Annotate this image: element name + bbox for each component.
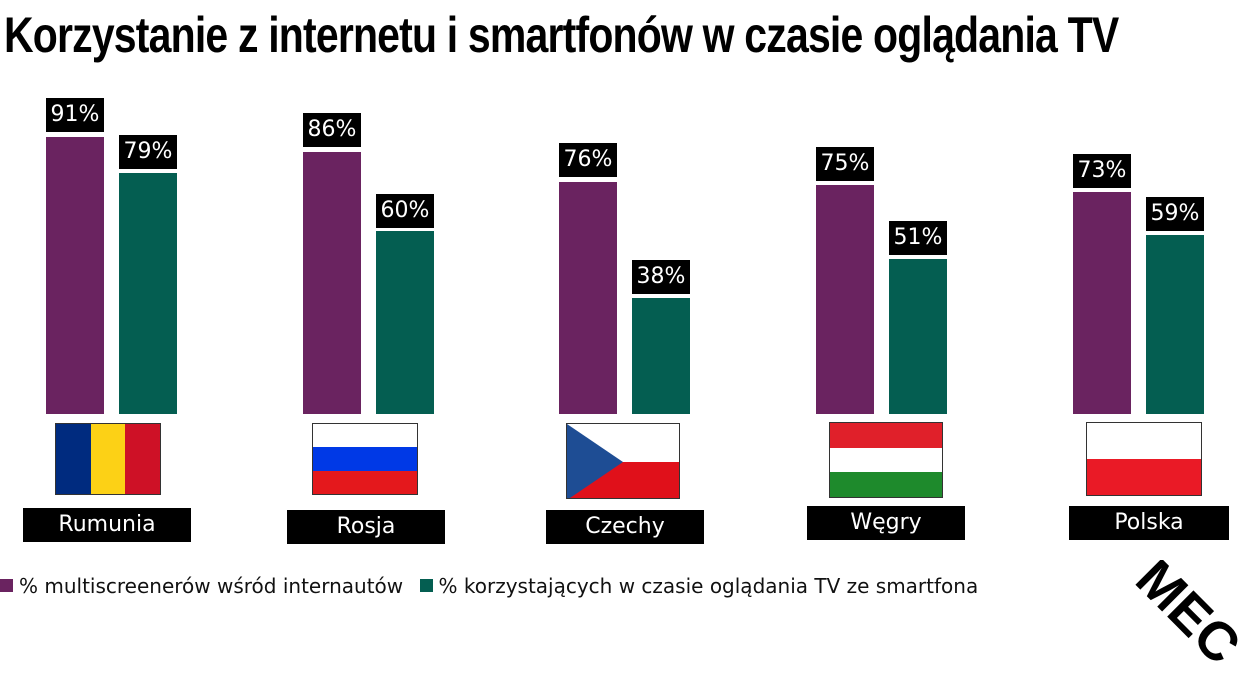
chart-title: Korzystanie z internetu i smartfonów w c… (4, 7, 1119, 63)
legend-label-series2: % korzystających w czasie oglądania TV z… (438, 574, 979, 598)
value-label: 86% (303, 113, 361, 147)
flag-czech-icon (566, 423, 680, 499)
bar-rosja-multiscreen (303, 152, 361, 414)
bar-rumunia-multiscreen (46, 137, 104, 414)
value-label: 51% (889, 221, 947, 255)
country-label: Czechy (546, 510, 704, 544)
legend-label-series1: % multiscreenerów wśród internautów (19, 574, 404, 598)
country-label: Węgry (807, 506, 965, 540)
bar-polska-multiscreen (1073, 192, 1131, 414)
value-label: 59% (1146, 197, 1204, 231)
value-label: 91% (46, 98, 104, 132)
value-label: 79% (119, 135, 177, 169)
flag-poland-icon (1086, 422, 1202, 496)
bar-czechy-multiscreen (559, 182, 617, 414)
bar-rumunia-smartphone (119, 173, 177, 414)
bar-wegry-multiscreen (816, 185, 874, 414)
legend-swatch-purple (0, 579, 13, 592)
bar-polska-smartphone (1146, 235, 1204, 414)
country-label: Rosja (287, 510, 445, 544)
legend: % multiscreenerów wśród internautów % ko… (0, 574, 978, 598)
bar-wegry-smartphone (889, 259, 947, 414)
country-label: Polska (1069, 506, 1229, 540)
flag-romania-icon (55, 423, 161, 495)
svg-text:MEC: MEC (1124, 560, 1250, 670)
bar-czechy-smartphone (632, 298, 690, 414)
value-label: 60% (376, 194, 434, 228)
flag-russia-icon (312, 423, 418, 495)
country-label: Rumunia (23, 508, 191, 542)
value-label: 73% (1073, 154, 1131, 188)
mec-logo: MEC (1120, 548, 1251, 674)
value-label: 76% (559, 143, 617, 177)
flag-hungary-icon (829, 422, 943, 498)
bar-rosja-smartphone (376, 231, 434, 414)
value-label: 38% (632, 260, 690, 294)
value-label: 75% (816, 147, 874, 181)
legend-swatch-green (419, 579, 433, 592)
